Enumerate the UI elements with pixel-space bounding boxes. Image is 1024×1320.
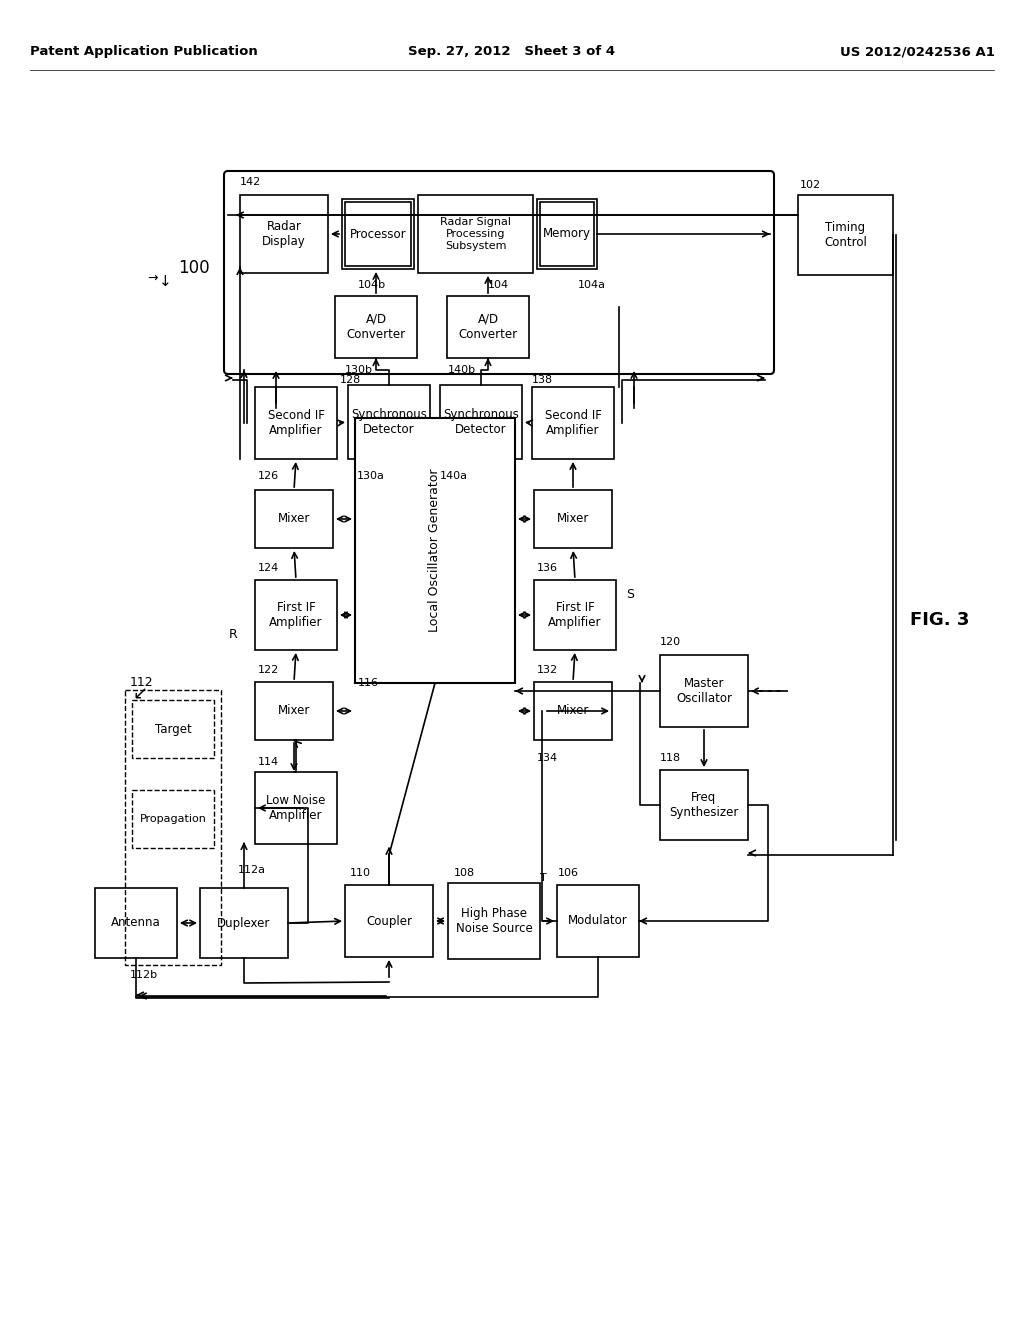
Text: 102: 102 (800, 180, 821, 190)
Text: 124: 124 (258, 564, 280, 573)
Bar (447, 296, 529, 358)
Text: 100: 100 (178, 259, 210, 277)
Text: Antenna: Antenna (112, 916, 161, 929)
Bar (240, 195, 328, 273)
Bar (440, 385, 522, 459)
Text: Mixer: Mixer (557, 705, 589, 718)
Bar (355, 418, 515, 682)
Bar (537, 199, 597, 269)
Text: Memory: Memory (543, 227, 591, 240)
Text: 116: 116 (358, 678, 379, 688)
Bar (534, 579, 616, 649)
Bar (132, 700, 214, 758)
Text: Low Noise
Amplifier: Low Noise Amplifier (266, 795, 326, 822)
Text: S: S (626, 589, 634, 602)
Bar (95, 888, 177, 958)
Text: High Phase
Noise Source: High Phase Noise Source (456, 907, 532, 935)
Bar (200, 888, 288, 958)
Text: US 2012/0242536 A1: US 2012/0242536 A1 (840, 45, 995, 58)
Text: 140a: 140a (440, 471, 468, 480)
Text: 142: 142 (240, 177, 261, 187)
Text: 114: 114 (258, 756, 280, 767)
Text: Radar
Display: Radar Display (262, 220, 306, 248)
Text: Target: Target (155, 722, 191, 735)
Text: Radar Signal
Processing
Subsystem: Radar Signal Processing Subsystem (440, 218, 511, 251)
Text: 132: 132 (537, 665, 558, 675)
Bar (132, 789, 214, 847)
Bar (255, 772, 337, 843)
Text: 118: 118 (660, 752, 681, 763)
Text: Local Oscillator Generator: Local Oscillator Generator (428, 469, 441, 632)
Bar (418, 195, 534, 273)
Text: 130a: 130a (357, 471, 385, 480)
Text: 120: 120 (660, 638, 681, 647)
Text: Modulator: Modulator (568, 915, 628, 928)
Text: Duplexer: Duplexer (217, 916, 270, 929)
Text: 138: 138 (532, 375, 553, 385)
Bar (125, 690, 221, 965)
Text: Synchronous
Detector: Synchronous Detector (351, 408, 427, 436)
Text: 112b: 112b (130, 970, 158, 979)
Text: 108: 108 (454, 869, 475, 878)
Text: Second IF
Amplifier: Second IF Amplifier (545, 409, 601, 437)
Text: ↓: ↓ (159, 275, 171, 289)
Text: Propagation: Propagation (139, 814, 207, 824)
Text: First IF
Amplifier: First IF Amplifier (548, 601, 602, 630)
Text: Second IF
Amplifier: Second IF Amplifier (267, 409, 325, 437)
Bar (342, 199, 414, 269)
Text: 106: 106 (558, 869, 579, 878)
Text: 104b: 104b (358, 280, 386, 290)
Text: T: T (541, 873, 547, 883)
Text: 104: 104 (488, 280, 509, 290)
Bar (255, 682, 333, 741)
Text: 112: 112 (130, 676, 154, 689)
Bar (557, 884, 639, 957)
Text: 130b: 130b (345, 366, 373, 375)
Text: Mixer: Mixer (557, 512, 589, 525)
Bar (449, 883, 540, 960)
Text: A/D
Converter: A/D Converter (346, 313, 406, 341)
Bar (348, 385, 430, 459)
Text: 104a: 104a (578, 280, 606, 290)
Text: 110: 110 (350, 869, 371, 878)
Text: Coupler: Coupler (366, 915, 412, 928)
Text: Master
Oscillator: Master Oscillator (676, 677, 732, 705)
Text: 128: 128 (340, 375, 361, 385)
Bar (534, 490, 612, 548)
Text: 136: 136 (537, 564, 558, 573)
Text: Patent Application Publication: Patent Application Publication (30, 45, 258, 58)
Text: Sep. 27, 2012   Sheet 3 of 4: Sep. 27, 2012 Sheet 3 of 4 (409, 45, 615, 58)
Text: R: R (229, 628, 238, 642)
Text: →: → (147, 272, 159, 285)
Text: 140b: 140b (449, 366, 476, 375)
Bar (660, 770, 748, 840)
Bar (532, 387, 614, 459)
Text: Mixer: Mixer (278, 705, 310, 718)
Bar (255, 387, 337, 459)
Text: ↙: ↙ (132, 686, 147, 704)
Text: Synchronous
Detector: Synchronous Detector (443, 408, 519, 436)
Bar (345, 884, 433, 957)
Bar (335, 296, 417, 358)
Text: Processor: Processor (349, 227, 407, 240)
Text: 122: 122 (258, 665, 280, 675)
Text: First IF
Amplifier: First IF Amplifier (269, 601, 323, 630)
Text: 112a: 112a (238, 865, 266, 875)
Bar (255, 490, 333, 548)
Text: A/D
Converter: A/D Converter (459, 313, 517, 341)
Text: 126: 126 (258, 471, 280, 480)
Text: Freq
Synthesizer: Freq Synthesizer (670, 791, 738, 818)
Bar (255, 579, 337, 649)
Bar (798, 195, 893, 275)
Text: Mixer: Mixer (278, 512, 310, 525)
Bar (345, 202, 411, 267)
Text: Timing
Control: Timing Control (824, 220, 867, 249)
Bar (660, 655, 748, 727)
Text: 134: 134 (537, 752, 558, 763)
Bar (534, 682, 612, 741)
FancyBboxPatch shape (224, 172, 774, 374)
Text: FIG. 3: FIG. 3 (910, 611, 970, 630)
Bar (540, 202, 594, 267)
